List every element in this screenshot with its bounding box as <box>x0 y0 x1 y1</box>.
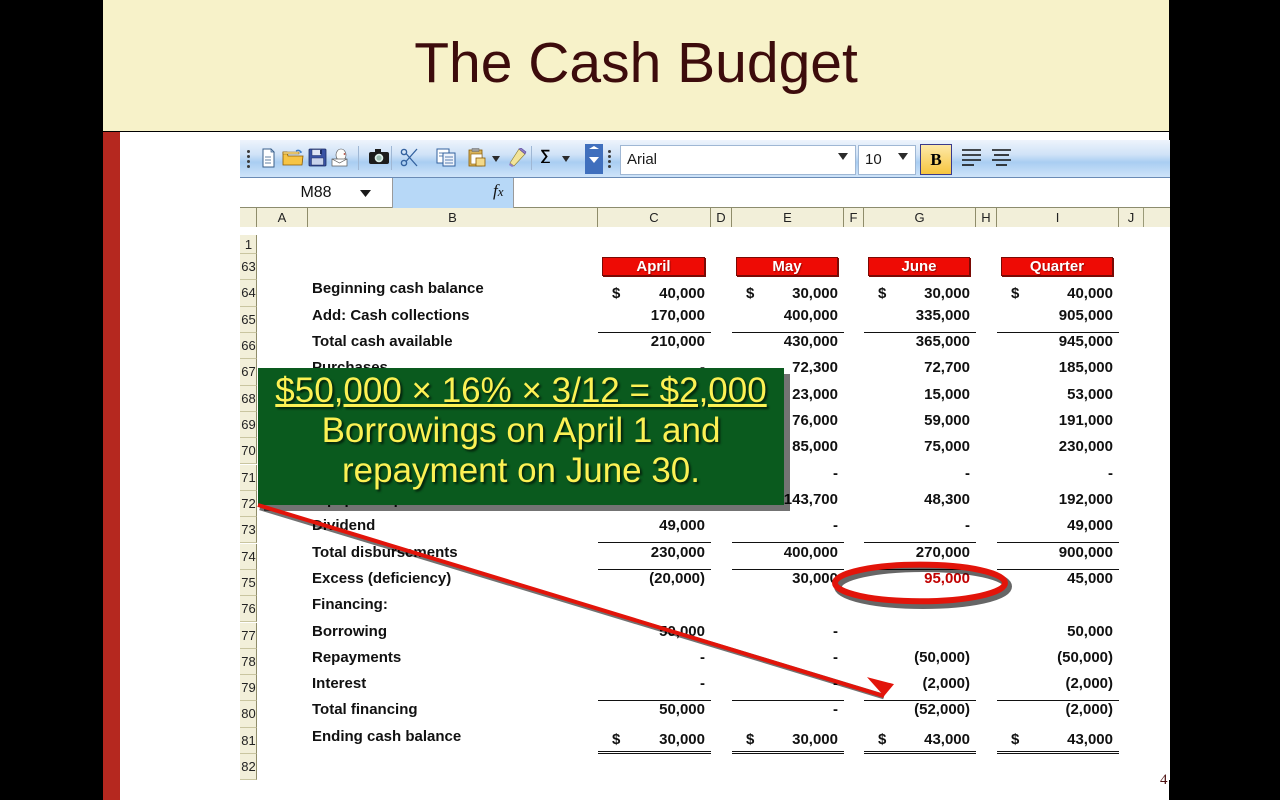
svg-text:∑: ∑ <box>540 147 551 163</box>
